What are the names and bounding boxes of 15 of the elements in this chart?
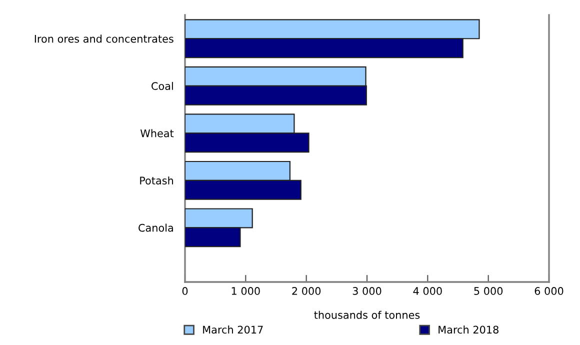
x-tick-label: 3 000 [352,287,382,295]
x-tick-label: 4 000 [413,287,442,295]
y-tick-label: Iron ores and concentrates [34,34,174,43]
x-tick-label: 0 [182,287,188,295]
x-axis-title: thousands of tonnes [314,310,420,319]
y-tick-label: Canola [138,224,173,232]
y-tick-label: Coal [152,82,173,90]
x-tick-label: 2 000 [292,287,321,295]
x-tick-label: 6 000 [534,287,564,295]
y-tick-label: Wheat [140,129,174,138]
x-tick-label: 1 000 [232,287,260,295]
legend-label: March 2018 [438,326,498,334]
legend-label: March 2017 [203,326,263,334]
y-tick-label: Potash [140,176,174,185]
x-tick-label: 5 000 [474,287,503,295]
